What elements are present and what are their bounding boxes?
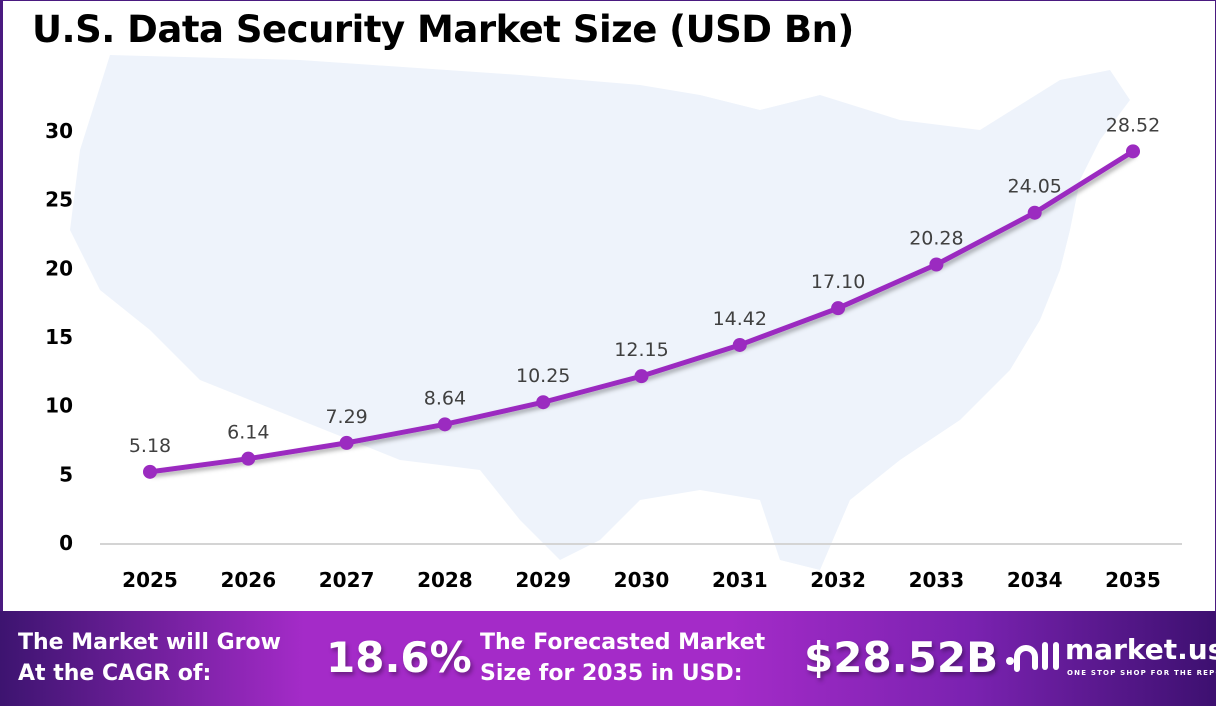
data-point [143, 464, 157, 479]
forecast-label-line2: Size for 2035 in USD: [480, 661, 743, 686]
footer-banner: The Market will Grow At the CAGR of: 18.… [0, 611, 1216, 706]
data-point [831, 301, 846, 316]
logo-icon [1006, 642, 1059, 672]
forecast-value: $28.52B [804, 633, 999, 682]
y-tick-label: 10 [45, 394, 73, 418]
data-point [437, 417, 452, 432]
y-tick-label: 5 [59, 462, 73, 486]
data-label: 10.25 [516, 365, 570, 387]
data-label: 6.14 [227, 422, 269, 444]
data-point [536, 395, 551, 410]
data-point [339, 435, 354, 450]
data-label: 8.64 [424, 387, 466, 409]
forecast-label-line1: The Forecasted Market [480, 630, 766, 655]
y-tick-label: 20 [45, 256, 73, 280]
y-tick-label: 0 [59, 531, 73, 555]
data-label: 17.10 [811, 271, 865, 293]
data-label: 28.52 [1106, 114, 1160, 136]
data-point [929, 257, 944, 272]
y-tick-label: 15 [45, 325, 73, 349]
cagr-value: 18.6% [326, 633, 472, 682]
logo-tagline: ONE STOP SHOP FOR THE REPORTS [1067, 669, 1216, 677]
data-label: 24.05 [1007, 176, 1061, 198]
chart-title: U.S. Data Security Market Size (USD Bn) [32, 8, 854, 51]
data-point [241, 451, 256, 466]
x-tick-label: 2030 [614, 568, 670, 592]
data-label: 7.29 [325, 406, 367, 428]
x-tick-label: 2032 [810, 568, 866, 592]
data-point [634, 369, 649, 384]
cagr-label: The Market will Grow At the CAGR of: [18, 627, 281, 689]
us-map-background [70, 55, 1130, 570]
x-tick-label: 2027 [319, 568, 375, 592]
data-label: 12.15 [614, 339, 668, 361]
cagr-label-line2: At the CAGR of: [18, 661, 212, 686]
logo-name: market.us [1065, 633, 1216, 666]
x-tick-label: 2025 [122, 568, 178, 592]
x-tick-label: 2034 [1007, 568, 1063, 592]
cagr-label-line1: The Market will Grow [18, 630, 281, 655]
forecast-label: The Forecasted Market Size for 2035 in U… [480, 627, 765, 689]
y-tick-label: 30 [45, 119, 73, 143]
data-point [1027, 205, 1042, 220]
x-tick-label: 2026 [220, 568, 276, 592]
data-label: 20.28 [909, 227, 963, 249]
y-tick-label: 25 [45, 188, 73, 212]
data-label: 14.42 [713, 308, 767, 330]
x-tick-label: 2029 [515, 568, 571, 592]
data-label: 5.18 [129, 435, 171, 457]
x-tick-label: 2035 [1105, 568, 1161, 592]
data-point [732, 337, 747, 352]
x-tick-label: 2031 [712, 568, 768, 592]
x-tick-label: 2033 [909, 568, 965, 592]
data-point [1126, 144, 1140, 159]
x-tick-label: 2028 [417, 568, 473, 592]
